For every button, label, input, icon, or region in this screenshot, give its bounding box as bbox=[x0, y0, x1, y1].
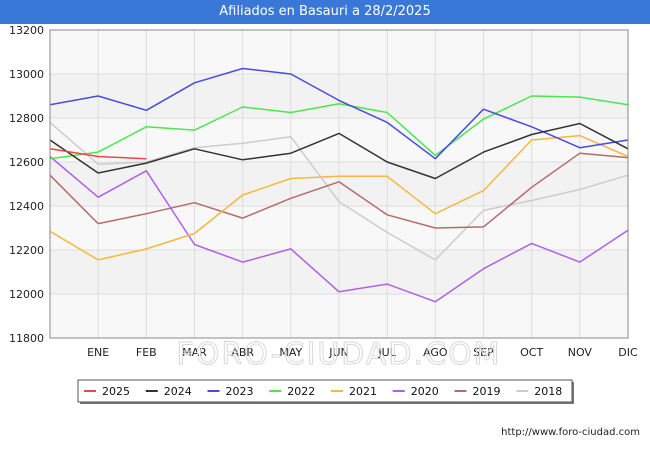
x-tick-label: MAR bbox=[182, 346, 207, 359]
x-tick-label: AGO bbox=[423, 346, 448, 359]
legend-label-2024: 2024 bbox=[164, 385, 192, 398]
series-line-2021 bbox=[49, 134, 629, 261]
series-line-2020 bbox=[49, 155, 629, 303]
legend-box bbox=[77, 379, 573, 403]
x-tick-label: OCT bbox=[520, 346, 543, 359]
y-tick-label: 12000 bbox=[9, 288, 44, 301]
source-url: http://www.foro-ciudad.com bbox=[501, 427, 640, 438]
legend-label-2021: 2021 bbox=[349, 385, 377, 398]
series-line-2024 bbox=[49, 122, 629, 180]
x-tick-label: DIC bbox=[618, 346, 638, 359]
legend-label-2018: 2018 bbox=[534, 385, 562, 398]
y-tick-label: 12400 bbox=[9, 200, 44, 213]
x-tick-label: MAY bbox=[279, 346, 302, 359]
legend-label-2025: 2025 bbox=[102, 385, 130, 398]
series-line-2022 bbox=[49, 95, 629, 160]
x-tick-label: JUN bbox=[328, 346, 349, 359]
y-tick-label: 13000 bbox=[9, 68, 44, 81]
watermark-text: FORO-CIUDAD.COM bbox=[177, 337, 502, 372]
series-line-2019 bbox=[49, 152, 629, 229]
y-tick-label: 12600 bbox=[9, 156, 44, 169]
y-tick-label: 13200 bbox=[9, 24, 44, 37]
y-tick-label: 12200 bbox=[9, 244, 44, 257]
series-line-2018 bbox=[49, 121, 629, 261]
x-tick-label: ABR bbox=[231, 346, 254, 359]
y-tick-label: 11800 bbox=[9, 332, 44, 345]
plot-border bbox=[49, 29, 629, 339]
series-line-2023 bbox=[49, 67, 629, 160]
legend-label-2020: 2020 bbox=[411, 385, 439, 398]
legend-label-2019: 2019 bbox=[473, 385, 501, 398]
series-line-2025 bbox=[49, 148, 147, 160]
y-tick-label: 12800 bbox=[9, 112, 44, 125]
x-tick-label: SEP bbox=[473, 346, 494, 359]
legend-label-2022: 2022 bbox=[287, 385, 315, 398]
x-tick-label: ENE bbox=[87, 346, 109, 359]
x-tick-label: JUL bbox=[377, 346, 396, 359]
x-tick-label: NOV bbox=[568, 346, 593, 359]
legend-label-2023: 2023 bbox=[226, 385, 254, 398]
x-tick-label: FEB bbox=[136, 346, 157, 359]
page-title: Afiliados en Basauri a 28/2/2025 bbox=[0, 0, 650, 24]
